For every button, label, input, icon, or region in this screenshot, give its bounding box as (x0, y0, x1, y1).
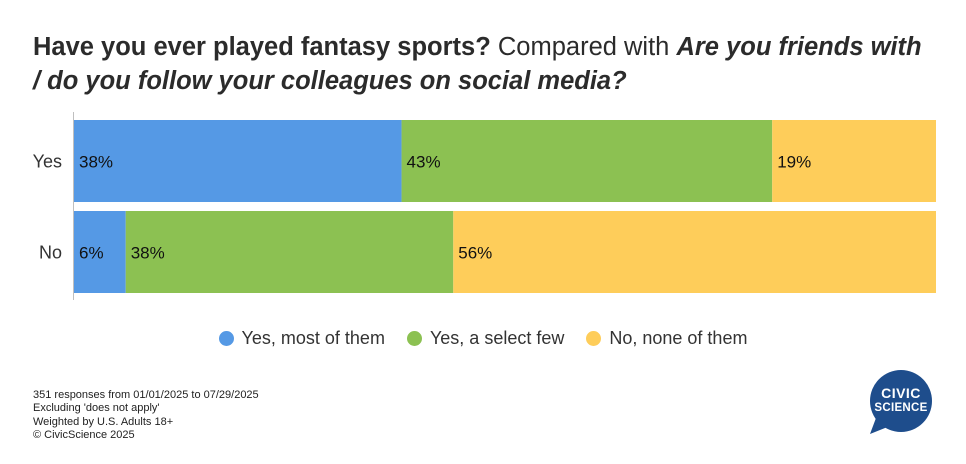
data-label-yes-1: 43% (407, 153, 441, 172)
legend-swatch-no-none (586, 331, 602, 346)
legend-label-no-none: No, none of them (609, 328, 748, 348)
legend-item-yes-select-few: Yes, a select few (406, 328, 565, 349)
legend-item-no-none: No, none of them (586, 328, 747, 349)
stacked-bar-chart: Yes 38% 43% 19% No 6% 38% 56% (33, 112, 936, 300)
footnote-weighting: Weighted by U.S. Adults 18+ (33, 415, 174, 428)
footnote-responses: 351 responses from 01/01/2025 to 07/29/2… (33, 389, 259, 401)
data-label-no-1: 38% (131, 244, 165, 263)
logo-text-civic: CIVIC (881, 385, 921, 401)
footnote-copyright: © CivicScience 2025 (33, 429, 135, 442)
bar-segment-no-2 (453, 211, 936, 293)
bar-segment-no-0 (74, 211, 126, 293)
bar-segment-yes-1 (401, 120, 773, 202)
data-label-no-0: 6% (79, 244, 104, 263)
legend-swatch-yes-select-few (406, 331, 422, 346)
legend-swatch-yes-most (218, 331, 234, 346)
legend-label-yes-select-few: Yes, a select few (429, 328, 565, 348)
legend-label-yes-most: Yes, most of them (241, 328, 385, 348)
footnotes: 351 responses from 01/01/2025 to 07/29/2… (33, 389, 259, 443)
logo-speech-bubble-icon (870, 370, 932, 434)
chart-legend: Yes, most of them Yes, a select few No, … (0, 328, 966, 349)
civicscience-logo: CIVIC SCIENCE (866, 368, 936, 438)
legend-item-yes-most: Yes, most of them (218, 328, 385, 349)
footnote-exclusion: Excluding 'does not apply' (33, 402, 160, 415)
bar-segment-no-1 (125, 211, 454, 293)
bar-segment-yes-2 (772, 120, 936, 202)
title-question-1: Have you ever played fantasy sports? (33, 33, 491, 61)
logo-text-science: SCIENCE (874, 402, 928, 414)
data-label-no-2: 56% (458, 244, 492, 263)
category-label-yes: Yes (33, 152, 62, 172)
title-question-2: Are you friends with / do you follow you… (33, 33, 922, 95)
bar-segment-yes-0 (74, 120, 402, 202)
category-label-no: No (39, 243, 62, 263)
data-label-yes-0: 38% (79, 153, 113, 172)
data-label-yes-2: 19% (777, 153, 811, 172)
title-connector: Compared with (497, 33, 670, 61)
chart-title: Have you ever played fantasy sports? Com… (33, 30, 933, 98)
